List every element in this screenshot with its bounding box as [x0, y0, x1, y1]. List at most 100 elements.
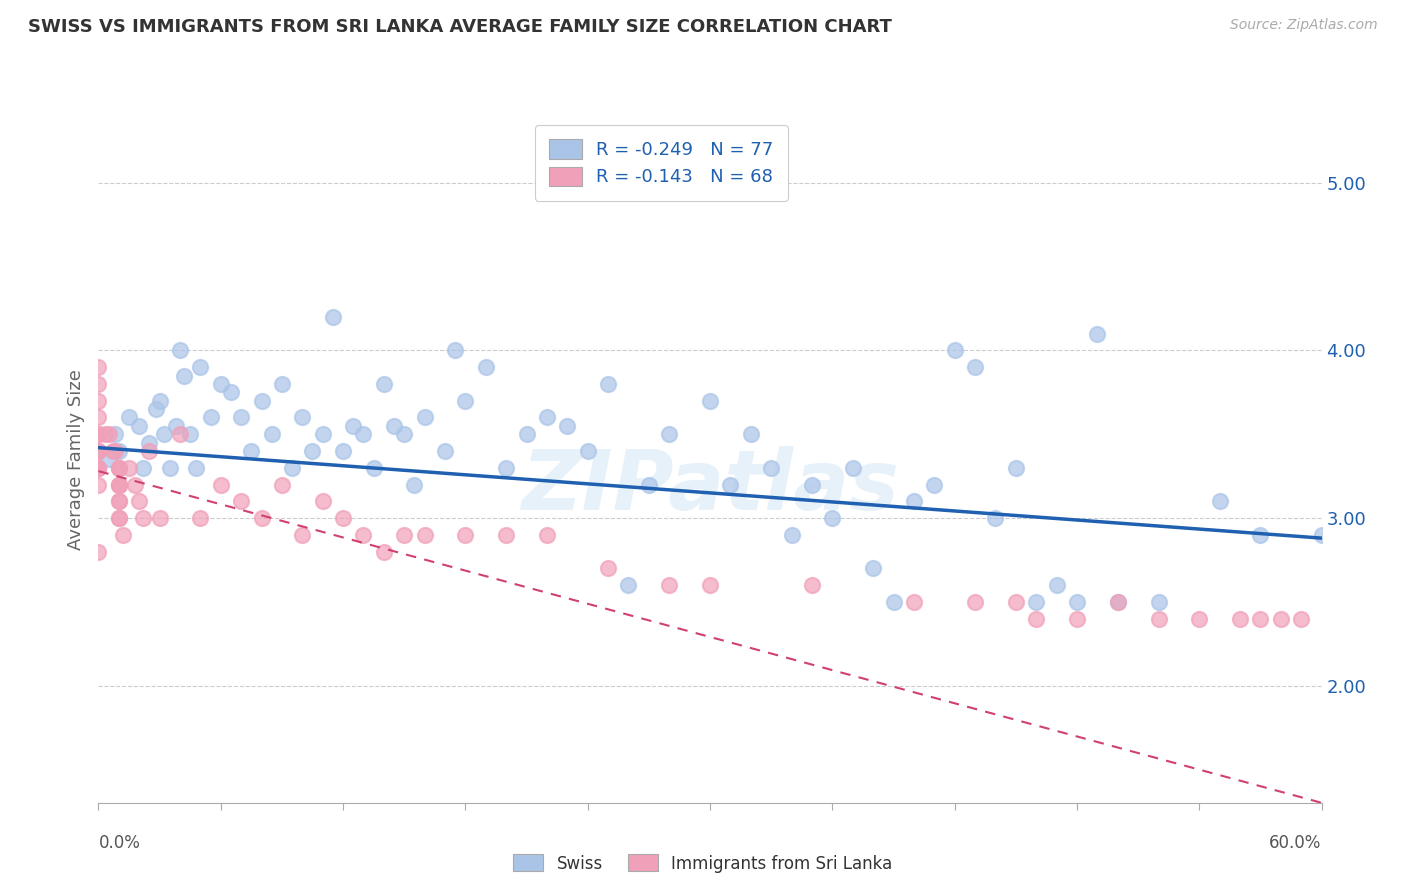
Point: [118, 410, 141, 425]
Point: [219, 385, 242, 400]
Point: [1107, 595, 1129, 609]
Point: [965, 360, 987, 375]
Point: [392, 427, 416, 442]
Point: [132, 460, 155, 475]
Point: [104, 444, 127, 458]
Point: [352, 528, 374, 542]
Point: [250, 393, 273, 408]
Point: [454, 393, 477, 408]
Point: [598, 376, 620, 391]
Point: [87, 427, 110, 442]
Point: [111, 528, 134, 542]
Point: [332, 444, 354, 458]
Point: [260, 427, 283, 442]
Point: [104, 427, 127, 442]
Y-axis label: Average Family Size: Average Family Size: [66, 369, 84, 549]
Point: [93, 427, 115, 442]
Point: [1045, 578, 1069, 592]
Point: [1066, 611, 1088, 625]
Point: [128, 418, 150, 433]
Point: [1188, 611, 1211, 625]
Point: [1291, 611, 1313, 625]
Point: [598, 561, 620, 575]
Point: [231, 410, 253, 425]
Point: [179, 427, 201, 442]
Point: [165, 418, 187, 433]
Point: [87, 360, 110, 375]
Point: [152, 427, 174, 442]
Point: [145, 402, 167, 417]
Point: [87, 477, 110, 491]
Point: [1270, 611, 1292, 625]
Point: [87, 444, 110, 458]
Point: [801, 578, 824, 592]
Point: [658, 578, 681, 592]
Point: [1066, 595, 1088, 609]
Point: [474, 360, 498, 375]
Point: [128, 494, 150, 508]
Point: [138, 444, 160, 458]
Point: [965, 595, 987, 609]
Point: [1209, 494, 1232, 508]
Point: [718, 477, 742, 491]
Point: [883, 595, 905, 609]
Point: [699, 393, 721, 408]
Point: [332, 511, 354, 525]
Point: [301, 444, 323, 458]
Point: [342, 418, 364, 433]
Point: [87, 444, 110, 458]
Point: [761, 460, 783, 475]
Point: [1107, 595, 1129, 609]
Point: [1025, 595, 1047, 609]
Text: ZIPatlas: ZIPatlas: [522, 446, 898, 527]
Point: [97, 452, 120, 467]
Point: [291, 410, 314, 425]
Point: [1004, 460, 1026, 475]
Point: [903, 595, 925, 609]
Point: [1147, 595, 1170, 609]
Point: [108, 511, 131, 525]
Point: [108, 494, 131, 508]
Point: [1085, 326, 1108, 341]
Point: [188, 360, 212, 375]
Text: 60.0%: 60.0%: [1270, 834, 1322, 852]
Point: [169, 343, 191, 358]
Point: [108, 444, 131, 458]
Point: [903, 494, 925, 508]
Text: SWISS VS IMMIGRANTS FROM SRI LANKA AVERAGE FAMILY SIZE CORRELATION CHART: SWISS VS IMMIGRANTS FROM SRI LANKA AVERA…: [28, 18, 891, 36]
Point: [1249, 611, 1271, 625]
Point: [200, 410, 222, 425]
Point: [87, 460, 110, 475]
Legend: Swiss, Immigrants from Sri Lanka: Swiss, Immigrants from Sri Lanka: [506, 847, 900, 880]
Point: [173, 368, 195, 383]
Point: [516, 427, 538, 442]
Point: [108, 477, 131, 491]
Point: [1004, 595, 1026, 609]
Point: [149, 511, 172, 525]
Point: [87, 393, 110, 408]
Point: [841, 460, 863, 475]
Point: [576, 444, 599, 458]
Point: [87, 460, 110, 475]
Point: [149, 393, 172, 408]
Point: [413, 528, 436, 542]
Point: [352, 427, 374, 442]
Point: [373, 544, 395, 558]
Point: [209, 477, 232, 491]
Point: [1147, 611, 1170, 625]
Point: [444, 343, 467, 358]
Point: [291, 528, 314, 542]
Point: [87, 376, 110, 391]
Point: [250, 511, 273, 525]
Point: [270, 376, 294, 391]
Point: [231, 494, 253, 508]
Point: [240, 444, 263, 458]
Point: [186, 460, 208, 475]
Point: [984, 511, 1007, 525]
Point: [312, 427, 335, 442]
Legend: R = -0.249   N = 77, R = -0.143   N = 68: R = -0.249 N = 77, R = -0.143 N = 68: [534, 125, 787, 201]
Point: [108, 460, 131, 475]
Point: [404, 477, 426, 491]
Point: [281, 460, 304, 475]
Point: [699, 578, 721, 592]
